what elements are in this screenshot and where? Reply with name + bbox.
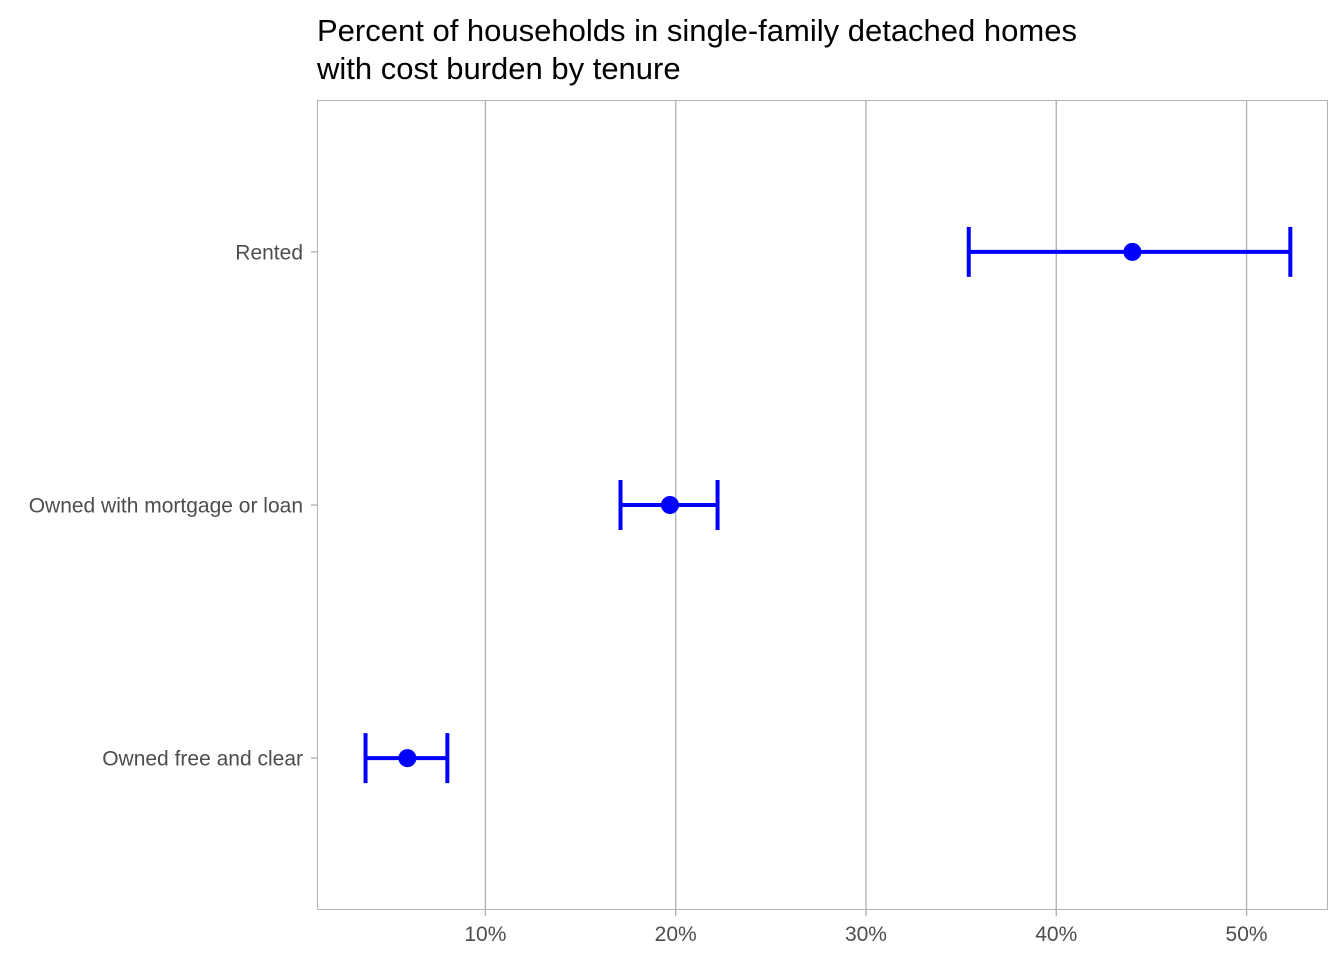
x-tick-label: 10% [464, 923, 506, 946]
estimate-point [1123, 242, 1142, 261]
x-axis: 10% 20% 30% 40% 50% [464, 910, 1268, 946]
x-tick-label: 20% [655, 923, 697, 946]
x-tick-label: 40% [1035, 923, 1077, 946]
y-tick-label: Owned free and clear [102, 748, 303, 771]
y-axis: Rented Owned with mortgage or loan Owned f… [29, 241, 317, 771]
plot-panel-border [317, 100, 1328, 910]
x-tick-label: 30% [845, 923, 887, 946]
x-tick-label: 50% [1226, 923, 1268, 946]
y-tick-label: Rented [235, 241, 303, 264]
chart-title-line-1: Percent of households in single-family d… [317, 13, 1077, 48]
estimate-point [398, 749, 417, 768]
error-bar-series [363, 226, 1293, 784]
y-tick-label: Owned with mortgage or loan [29, 495, 303, 518]
estimate-point [660, 496, 679, 514]
chart-title-line-2: with cost burden by tenure [316, 51, 681, 86]
gridlines [484, 100, 1248, 910]
